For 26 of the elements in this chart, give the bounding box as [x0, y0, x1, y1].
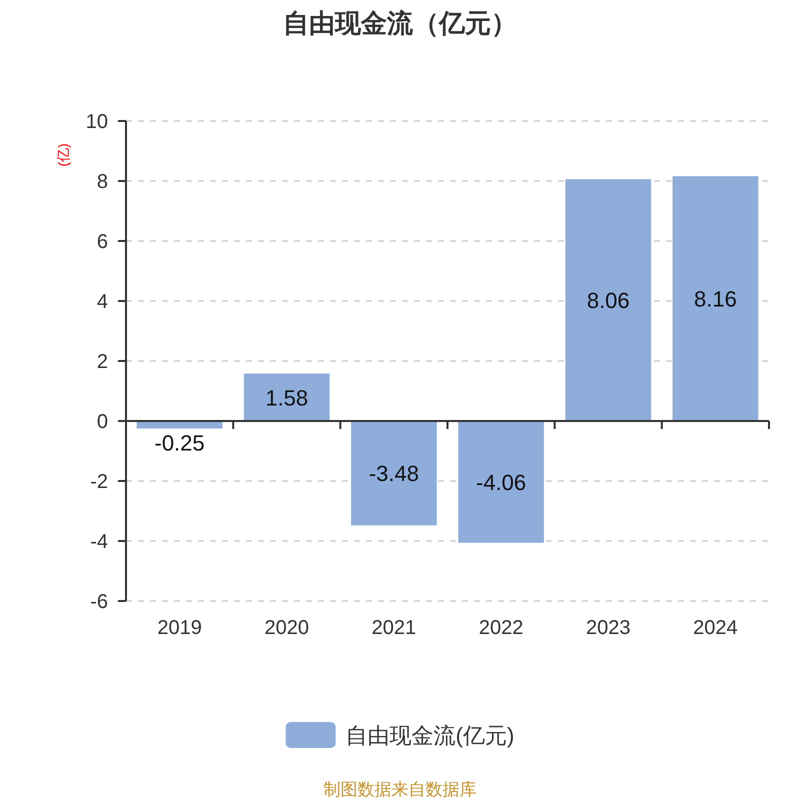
y-tick-label: 4 [96, 291, 108, 313]
y-tick-label: -2 [90, 471, 108, 493]
y-tick-label: 6 [96, 231, 108, 253]
y-label: (亿) [55, 143, 71, 167]
y-tick-label: 2 [96, 351, 108, 373]
data-label: -4.06 [476, 470, 526, 495]
x-tick-label: 2023 [586, 617, 630, 639]
legend: 自由现金流(亿元) [286, 722, 514, 748]
x-tick-label: 2022 [478, 617, 524, 639]
y-tick-label: 10 [86, 111, 108, 133]
data-label: 8.06 [586, 288, 630, 314]
data-label: 1.58 [265, 385, 308, 410]
legend-label: 自由现金流(亿元) [346, 723, 514, 748]
data-label: 8.16 [694, 286, 737, 312]
title: 自由现金流（亿元） [283, 8, 517, 38]
data-label: -0.25 [154, 430, 205, 456]
x-tick-label: 2021 [372, 617, 416, 639]
x-tick-label: 2020 [264, 617, 309, 639]
x-tick-label: 2024 [693, 617, 738, 639]
y-tick-label: -6 [90, 591, 108, 613]
x-tick-label: 2019 [157, 617, 202, 639]
y-tick-label: -4 [90, 531, 108, 553]
y-tick-label: 0 [96, 411, 108, 433]
y-tick-label: 8 [96, 171, 108, 193]
data-label: -3.48 [368, 461, 419, 486]
annotation: 制图数据来自数据库 [324, 780, 476, 799]
